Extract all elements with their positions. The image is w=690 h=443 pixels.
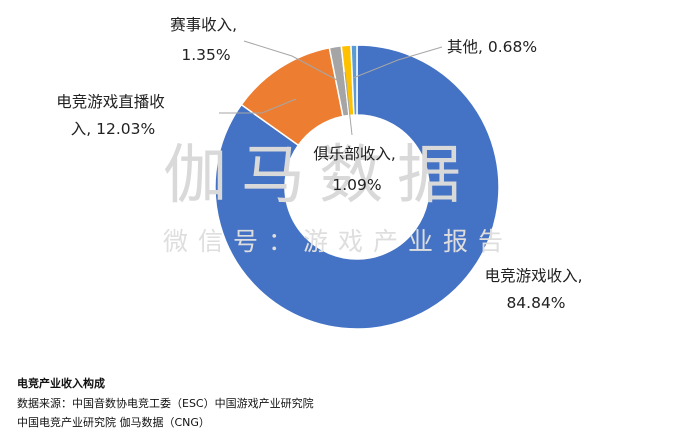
data-labels: 电竞游戏收入, 84.84% 电竞游戏直播收 入, 12.03% 赛事收入, 1… xyxy=(56,15,588,312)
watermark-logo-text: 伽马数据 xyxy=(163,139,475,213)
slice-esports-game xyxy=(214,44,500,330)
label-esports-game-line1: 电竞游戏收入, xyxy=(485,267,583,285)
leader-line-live xyxy=(219,98,297,114)
caption-source-line2: 中国电竞产业研究院 伽马数据（CNG） xyxy=(17,416,210,429)
caption-title: 电竞产业收入构成 xyxy=(17,377,105,390)
label-esports-game-line2: 84.84% xyxy=(506,294,565,312)
label-other: 其他, 0.68% xyxy=(447,38,537,56)
label-match-revenue-line2: 1.35% xyxy=(181,46,230,64)
leader-line-club xyxy=(344,71,353,136)
label-live-streaming-line2: 入, 12.03% xyxy=(71,120,155,138)
caption-source-line1: 数据来源：中国音数协电竞工委（ESC）中国游戏产业研究院 xyxy=(17,396,314,410)
donut-slices xyxy=(214,44,500,330)
watermark: 伽马数据 微信号：游戏产业报告 xyxy=(163,139,513,256)
label-live-streaming: 电竞游戏直播收 入, 12.03% xyxy=(56,93,169,138)
watermark-subtitle: 微信号：游戏产业报告 xyxy=(163,227,513,256)
chart-caption: 电竞产业收入构成 数据来源：中国音数协电竞工委（ESC）中国游戏产业研究院 中国… xyxy=(17,374,314,433)
slice-other xyxy=(350,44,358,116)
leader-line-other xyxy=(352,46,443,79)
label-club-revenue-line1: 俱乐部收入, xyxy=(313,145,395,163)
label-club-revenue-line2: 1.09% xyxy=(332,176,381,194)
label-esports-game: 电竞游戏收入, 84.84% xyxy=(485,267,588,312)
label-match-revenue-line1: 赛事收入, xyxy=(170,15,237,34)
label-live-streaming-line1: 电竞游戏直播收 xyxy=(56,93,165,111)
label-other-line1: 其他, 0.68% xyxy=(447,38,537,56)
leader-lines xyxy=(219,40,443,136)
leader-line-match xyxy=(243,40,338,81)
donut-chart: 伽马数据 微信号：游戏产业报告 电竞游戏收入, 84.84% 电竞游戏直播收 入… xyxy=(56,15,588,330)
label-club-revenue: 俱乐部收入, 1.09% xyxy=(313,145,400,194)
label-match-revenue: 赛事收入, 1.35% xyxy=(170,15,242,64)
